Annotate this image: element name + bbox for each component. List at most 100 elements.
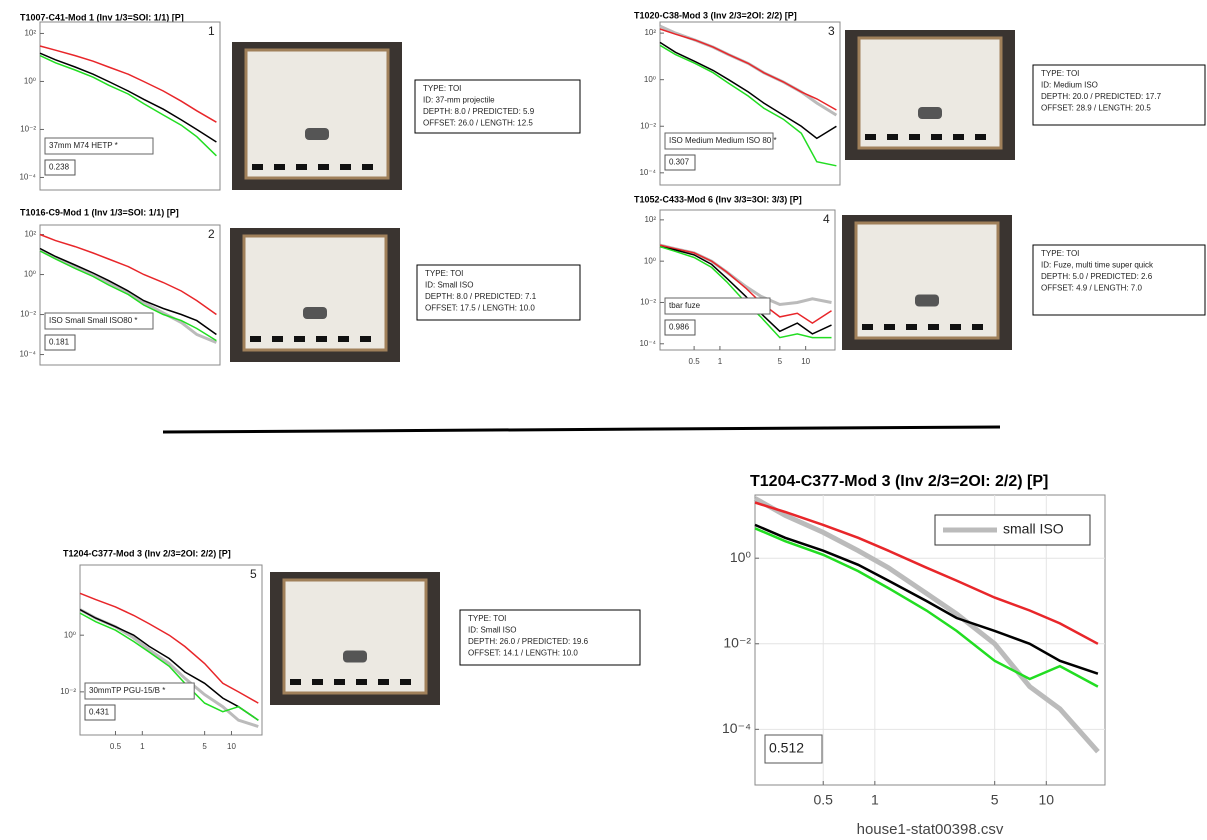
y-tick-label: 10⁰ [644,256,656,265]
photo-object [303,307,327,319]
panel-number: 3 [828,24,835,38]
photo-scale [975,134,986,140]
photo-scale [356,679,367,685]
photo-scale [360,336,371,342]
chart-title: T1204-C377-Mod 3 (Inv 2/3=2OI: 2/2) [P] [750,473,1048,490]
photo-scale [865,134,876,140]
info-line: TYPE: TOI [468,614,506,623]
score: 0.307 [669,158,690,167]
y-tick-label: 10⁻² [723,634,751,650]
series-line [659,28,837,111]
annotation: ISO Medium Medium ISO 80 * [669,136,777,145]
panel-number: 4 [823,212,830,226]
photo-scale [338,336,349,342]
panel-title: T1052-C433-Mod 6 (Inv 3/3=3OI: 3/3) [P] [634,194,802,204]
x-tick-label: 5 [991,792,999,808]
score: 0.512 [769,740,804,756]
info-line: DEPTH: 5.0 / PREDICTED: 2.6 [1041,272,1153,281]
y-tick-label: 10⁻⁴ [722,720,751,736]
x-tick-label: 0.5 [689,357,701,366]
panel-number: 5 [250,567,257,581]
info-line: TYPE: TOI [1041,249,1079,258]
annotation-box [84,682,195,700]
photo-scale [887,134,898,140]
info-line: DEPTH: 8.0 / PREDICTED: 5.9 [423,107,535,116]
score-box [84,704,116,721]
panel-title: T1204-C377-Mod 3 (Inv 2/3=2OI: 2/2) [P] [63,548,231,558]
photo-object [915,294,939,307]
annotation-box [664,132,774,150]
x-tick-label: 10 [1039,792,1055,808]
info-line: ID: Small ISO [468,626,516,635]
x-tick-label: 0.5 [110,742,122,751]
info-line: ID: Medium ISO [1041,81,1098,90]
y-tick-label: 10⁻⁴ [639,339,656,348]
photo-scale [400,679,411,685]
info-box [1032,244,1206,316]
series-line [754,501,1099,645]
series-line [79,612,259,721]
x-tick-label: 5 [202,742,207,751]
info-line: OFFSET: 28.9 / LENGTH: 20.5 [1041,104,1151,113]
score: 0.431 [89,708,110,717]
series-line [659,44,837,167]
y-tick-label: 10⁻⁴ [19,350,36,359]
series-line [754,527,1099,688]
panel-title: T1016-C9-Mod 1 (Inv 1/3=SOI: 1/1) [P] [20,207,179,217]
y-tick-label: 10⁻⁴ [639,168,656,177]
panel-number: 2 [208,227,215,241]
panel-title: T1020-C38-Mod 3 (Inv 2/3=2OI: 2/2) [P] [634,10,797,20]
score: 0.986 [669,323,690,332]
series-line [39,250,217,342]
photo-object [343,650,367,663]
info-line: ID: Fuze, multi time super quick [1041,261,1154,270]
annotation: 37mm M74 HETP * [49,141,118,150]
x-tick-label: 1 [871,792,879,808]
series-line [659,244,832,324]
score: 0.181 [49,338,70,347]
annotation-box [44,312,154,330]
series-line [79,592,259,704]
series-line [659,41,837,140]
photo-scale [312,679,323,685]
annotation: 30mmTP PGU-15/B * [89,686,165,695]
info-line: TYPE: TOI [425,269,463,278]
photo-scale [884,324,895,330]
photo-scale [362,164,373,170]
x-tick-label: 1 [140,742,145,751]
legend-label: small ISO [1003,521,1064,537]
photo-whiteboard [854,221,1000,340]
score: 0.238 [49,163,70,172]
info-line: OFFSET: 4.9 / LENGTH: 7.0 [1041,284,1142,293]
photo-scale [250,336,261,342]
y-tick-label: 10² [24,29,36,38]
photo-whiteboard [282,578,428,695]
x-tick-label: 5 [778,357,783,366]
photo-scale [378,679,389,685]
photo-object [305,128,329,140]
photo-scale [950,324,961,330]
photo-scale [953,134,964,140]
info-box [1032,64,1206,126]
photo-scale [334,679,345,685]
series-line [39,247,217,336]
photo-scale [318,164,329,170]
photo-scale [296,164,307,170]
info-box [414,79,581,134]
y-tick-label: 10⁰ [644,75,656,84]
photo-scale [862,324,873,330]
y-tick-label: 10⁰ [24,270,36,279]
y-tick-label: 10⁻² [20,310,36,319]
series-line [39,248,217,344]
photo-scale [274,164,285,170]
photo-object [918,107,942,119]
photo-scale [272,336,283,342]
photo-scale [928,324,939,330]
info-line: TYPE: TOI [423,84,461,93]
info-line: TYPE: TOI [1041,69,1079,78]
info-box [416,264,581,321]
info-box [459,609,641,666]
photo-scale [316,336,327,342]
y-tick-label: 10² [644,28,656,37]
x-axis-label: house1-stat00398.csv [857,821,1004,838]
